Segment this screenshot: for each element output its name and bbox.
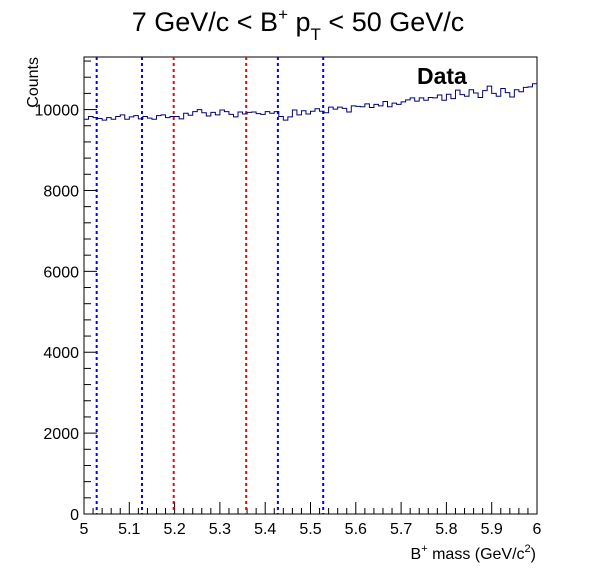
y-tick-label: 2000 (43, 426, 79, 443)
y-tick-label: 4000 (43, 345, 79, 362)
x-tick-label: 6 (533, 521, 542, 538)
x-tick-label: 5.7 (390, 521, 412, 538)
x-axis-title: B+ mass (GeV/c2) (411, 543, 536, 563)
x-tick-label: 5.3 (209, 521, 231, 538)
y-tick-label: 0 (70, 507, 79, 524)
x-tick-label: 5 (80, 521, 89, 538)
y-axis-title: Counts (25, 57, 42, 108)
y-tick-label: 6000 (43, 264, 79, 281)
x-tick-label: 5.8 (435, 521, 457, 538)
data-histogram (84, 84, 537, 120)
chart-title: 7 GeV/c < B+ pT < 50 GeV/c (132, 5, 465, 44)
x-tick-label: 5.6 (345, 521, 367, 538)
legend-data-label: Data (417, 63, 467, 89)
x-axis: 5 5.1 5.2 5.3 5.4 5.5 5.6 5.7 5.8 5.9 6 (80, 502, 542, 538)
x-tick-label: 5.4 (254, 521, 276, 538)
plot-frame (84, 57, 537, 514)
x-tick-label: 5.9 (481, 521, 503, 538)
x-tick-label: 5.1 (118, 521, 140, 538)
y-tick-label: 8000 (43, 183, 79, 200)
x-tick-label: 5.5 (299, 521, 321, 538)
signal-window-lines (97, 57, 324, 514)
x-tick-label: 5.2 (163, 521, 185, 538)
